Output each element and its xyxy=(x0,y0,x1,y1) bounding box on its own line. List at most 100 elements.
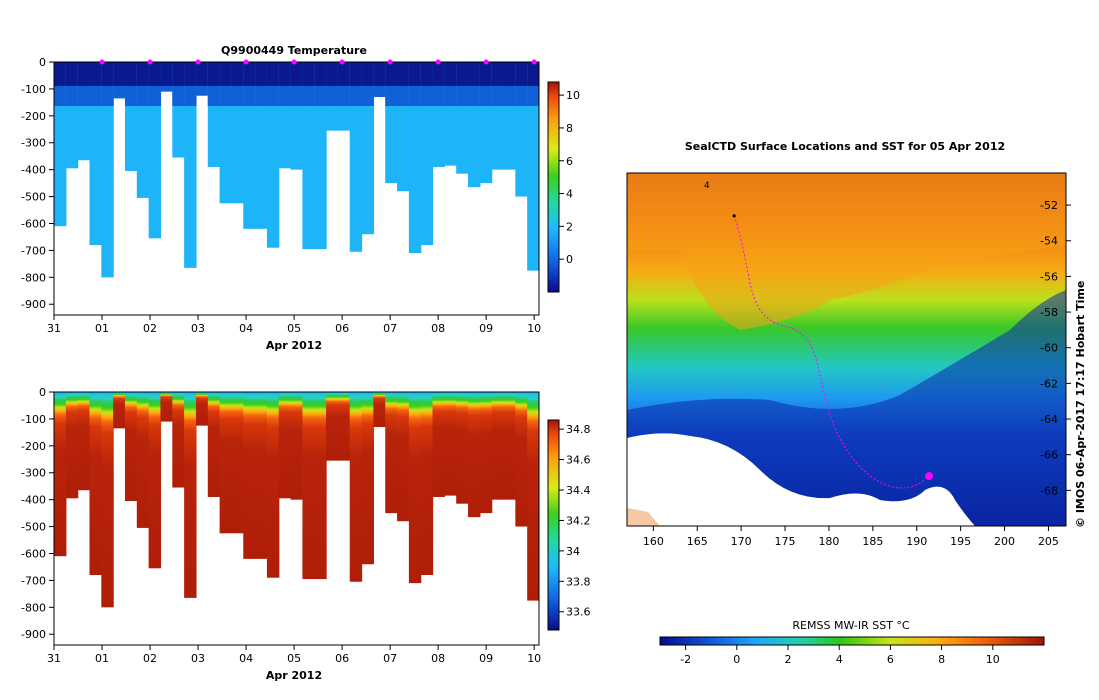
lon-tick-label: 195 xyxy=(950,535,971,548)
colorbar-tick-label: 34.6 xyxy=(566,454,591,467)
sst-colorbar xyxy=(659,636,1045,646)
profile-marker xyxy=(435,59,441,65)
salinity-column xyxy=(124,392,138,502)
cold-surface-layer xyxy=(101,62,114,86)
salinity-column xyxy=(219,392,233,534)
cold-surface-layer xyxy=(278,62,292,86)
transition-layer xyxy=(101,86,114,106)
lat-tick-label: -54 xyxy=(1040,235,1058,248)
colorbar-tick-label: 4 xyxy=(566,188,573,201)
temperature-column xyxy=(408,62,422,254)
transition-layer xyxy=(195,86,209,96)
x-tick-label: 10 xyxy=(527,322,541,335)
map-latitude-axis: -52 -54 -56 -58 -60 -62 -64 -66 -68 xyxy=(1040,199,1071,497)
colorbar-tick-label: 33.6 xyxy=(566,606,591,619)
temperature-y-axis: 0 -100 -200 -300 -400 -500 -600 -700 -800 -900 xyxy=(21,56,54,311)
cold-surface-layer xyxy=(373,62,386,86)
temperature-column xyxy=(314,62,327,250)
lat-tick-label: -68 xyxy=(1040,484,1058,497)
cold-surface-layer xyxy=(255,62,268,86)
transition-layer xyxy=(266,86,280,106)
cold-surface-layer xyxy=(219,62,233,86)
transition-layer xyxy=(278,86,292,106)
cold-surface-layer xyxy=(195,62,209,86)
transition-layer xyxy=(444,86,457,106)
sst-colorbar-tick-label: 8 xyxy=(938,653,945,666)
cold-surface-layer xyxy=(290,62,304,86)
cold-surface-layer xyxy=(397,62,410,86)
y-tick-label: -100 xyxy=(21,413,46,426)
y-tick-label: -100 xyxy=(21,83,46,96)
transition-layer xyxy=(255,86,268,106)
salinity-column xyxy=(278,392,292,499)
temperature-colorbar-ticks: 0 2 4 6 8 10 xyxy=(559,89,580,266)
colorbar-tick-label: 2 xyxy=(566,220,573,233)
profile-marker xyxy=(291,59,297,65)
lon-tick-label: 200 xyxy=(994,535,1015,548)
y-tick-label: -700 xyxy=(21,574,46,587)
sst-colorbar-tick-label: 4 xyxy=(836,653,843,666)
salinity-column xyxy=(195,392,209,426)
transition-layer xyxy=(148,86,162,106)
transition-layer xyxy=(243,86,256,106)
cold-surface-layer xyxy=(266,62,280,86)
profile-marker xyxy=(99,59,105,65)
salinity-xlabel: Apr 2012 xyxy=(266,669,322,682)
colorbar-tick-label: 34 xyxy=(566,545,580,558)
salinity-column xyxy=(349,392,363,582)
transition-layer xyxy=(113,86,126,99)
x-tick-label: 03 xyxy=(191,322,205,335)
transition-layer xyxy=(337,86,351,106)
salinity-x-axis: 31 01 02 03 04 05 06 07 08 09 10 xyxy=(47,645,541,665)
transition-layer xyxy=(527,86,539,106)
cold-surface-layer xyxy=(113,62,126,86)
colorbar-tick-label: 34.2 xyxy=(566,514,591,527)
sst-field: 4 xyxy=(627,173,1066,526)
salinity-column xyxy=(444,392,457,496)
lon-tick-label: 170 xyxy=(731,535,752,548)
x-tick-label: 08 xyxy=(431,652,445,665)
temperature-xlabel: Apr 2012 xyxy=(266,339,322,352)
temperature-colorbar xyxy=(547,81,560,293)
cold-surface-layer xyxy=(148,62,162,86)
cold-surface-layer xyxy=(408,62,422,86)
salinity-column xyxy=(184,392,197,598)
cold-surface-layer xyxy=(302,62,315,86)
transition-layer xyxy=(479,86,493,106)
lon-tick-label: 175 xyxy=(775,535,796,548)
cold-surface-layer xyxy=(361,62,374,86)
salinity-column xyxy=(456,392,469,504)
x-tick-label: 05 xyxy=(287,322,301,335)
colorbar-tick-label: 8 xyxy=(566,122,573,135)
cold-surface-layer xyxy=(160,62,173,86)
salinity-column xyxy=(420,392,434,576)
salinity-column xyxy=(326,392,339,461)
y-tick-label: -800 xyxy=(21,601,46,614)
x-tick-label: 05 xyxy=(287,652,301,665)
transition-layer xyxy=(290,86,304,106)
y-tick-label: -400 xyxy=(21,164,46,177)
transition-layer xyxy=(432,86,445,106)
x-tick-label: 04 xyxy=(239,652,253,665)
temperature-column xyxy=(148,62,162,239)
cold-surface-layer xyxy=(326,62,339,86)
seal-surface-location xyxy=(925,472,934,481)
lon-tick-label: 180 xyxy=(818,535,839,548)
salinity-column xyxy=(408,392,422,584)
transition-layer xyxy=(172,86,185,106)
x-tick-label: 01 xyxy=(95,652,109,665)
x-tick-label: 10 xyxy=(527,652,541,665)
temperature-column xyxy=(302,62,315,250)
transition-layer xyxy=(160,86,173,92)
transition-layer xyxy=(136,86,150,106)
y-tick-label: -200 xyxy=(21,110,46,123)
lon-tick-label: 190 xyxy=(906,535,927,548)
transition-layer xyxy=(207,86,221,106)
salinity-column xyxy=(231,392,244,534)
cold-surface-layer xyxy=(385,62,398,86)
salinity-column xyxy=(266,392,280,578)
y-tick-label: -500 xyxy=(21,191,46,204)
temperature-column xyxy=(89,62,102,246)
salinity-column xyxy=(54,392,67,557)
colorbar-tick-label: 6 xyxy=(566,155,573,168)
